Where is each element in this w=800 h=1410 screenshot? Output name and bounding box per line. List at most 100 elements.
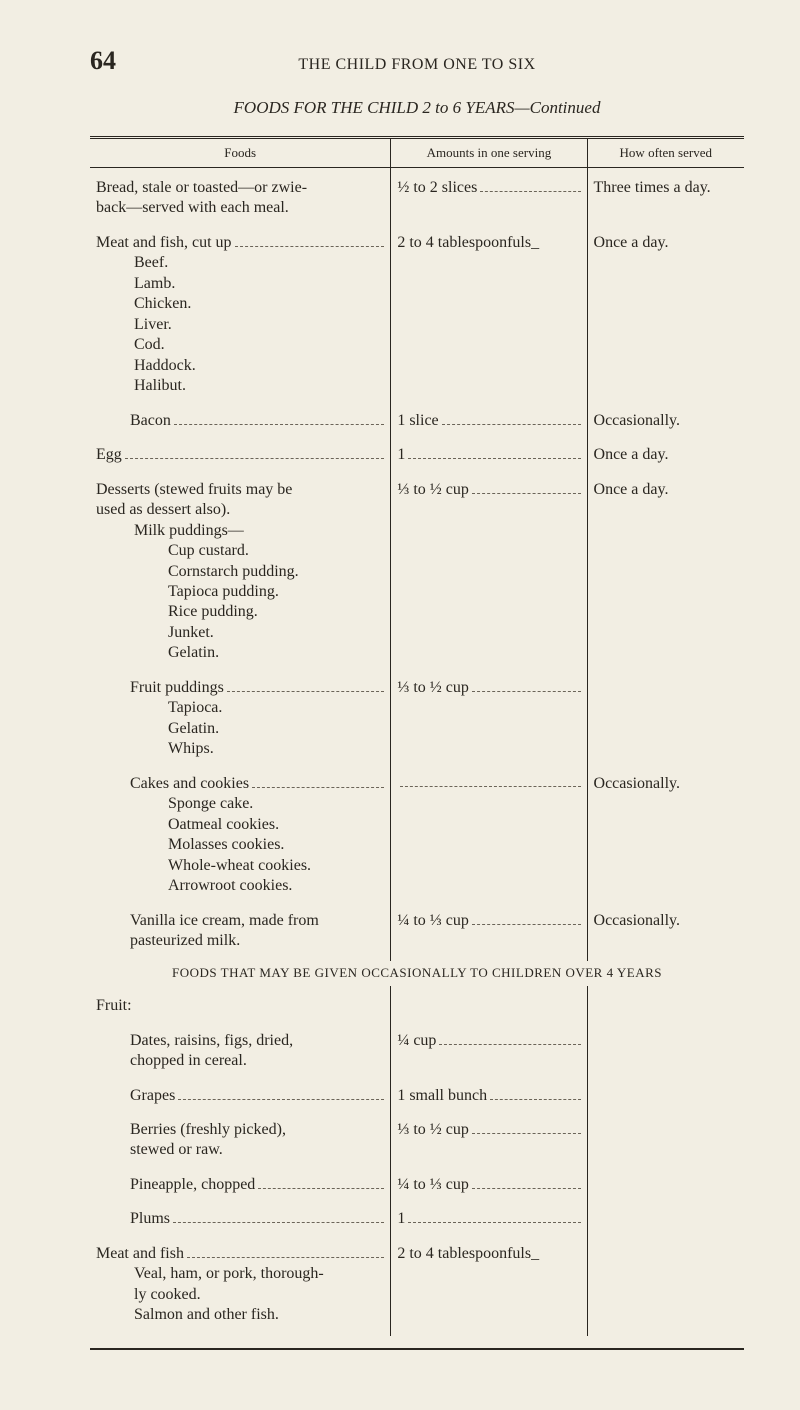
sub-item: Sponge cake. [96, 794, 384, 814]
amount-text: 1 slice [397, 411, 438, 431]
frequency-cell [587, 992, 744, 1020]
frequency-text: Occasionally. [594, 911, 680, 931]
table-row: Dates, raisins, figs, dried, chopped in … [90, 1027, 744, 1076]
sub-item: Arrowroot cookies. [96, 876, 384, 896]
bottom-rule [90, 1348, 744, 1350]
frequency-cell: Occasionally. [587, 907, 744, 956]
frequency-cell [587, 1205, 744, 1233]
amount-cell [391, 992, 587, 1020]
sub-item: Haddock. [96, 356, 384, 376]
food-text: Pineapple, chopped [130, 1175, 255, 1195]
food-text: Meat and fish [96, 1244, 184, 1264]
table-row: Fruit: [90, 992, 744, 1020]
leader-dashes [400, 774, 580, 787]
sub-item: Gelatin. [96, 719, 384, 739]
frequency-text: Occasionally. [594, 774, 680, 794]
leader-dashes [173, 1210, 384, 1223]
frequency-cell [587, 1240, 744, 1330]
food-text: Fruit puddings [130, 678, 224, 698]
leader-dashes [408, 446, 580, 459]
table-row: Plums 1 [90, 1205, 744, 1233]
leader-dashes [125, 446, 385, 459]
food-cell: Meat and fish, cut upBeef.Lamb.Chicken.L… [90, 229, 391, 401]
frequency-cell: Once a day. [587, 476, 744, 668]
sub-item: Whips. [96, 739, 384, 759]
sub-item: Cod. [96, 335, 384, 355]
amount-cell: 1 small bunch [391, 1082, 587, 1110]
amount-text: ⅓ to ½ cup [397, 1120, 469, 1140]
col-header-how-often: How often served [587, 139, 744, 168]
page: 64 THE CHILD FROM ONE TO SIX FOODS FOR T… [0, 0, 800, 1410]
food-cell: Fruit puddingsTapioca.Gelatin.Whips. [90, 674, 391, 764]
amount-cell: ¼ to ⅓ cup [391, 1171, 587, 1199]
leader-dashes [408, 1210, 580, 1223]
row-spacer [90, 1330, 744, 1336]
leader-dashes [252, 775, 384, 788]
leader-dashes [258, 1176, 384, 1189]
amount-cell: ¼ cup [391, 1027, 587, 1076]
amount-text: ¼ cup [397, 1031, 436, 1051]
table-row: Bacon 1 slice Occasionally. [90, 407, 744, 435]
table-title: FOODS FOR THE CHILD 2 to 6 YEARS—Continu… [90, 98, 744, 118]
foods-table: Foods Amounts in one serving How often s… [90, 139, 744, 1336]
food-cell: Bacon [90, 407, 391, 435]
table-row: Bread, stale or toasted—or zwie- back—se… [90, 174, 744, 223]
table-row: Meat and fishVeal, ham, or pork, thoroug… [90, 1240, 744, 1330]
frequency-text: Once a day. [594, 480, 669, 500]
sub-item: Chicken. [96, 294, 384, 314]
sub-item: Rice pudding. [96, 602, 384, 622]
table-row: Fruit puddingsTapioca.Gelatin.Whips. ⅓ to… [90, 674, 744, 764]
amount-text: 2 to 4 tablespoonfuls_ [397, 233, 539, 253]
col-header-amounts: Amounts in one serving [391, 139, 587, 168]
page-number: 64 [90, 46, 150, 76]
amount-text: ⅓ to ½ cup [397, 678, 469, 698]
amount-cell: 2 to 4 tablespoonfuls_ [391, 1240, 587, 1330]
frequency-cell: Occasionally. [587, 770, 744, 901]
frequency-cell [587, 1082, 744, 1110]
food-cell: Cakes and cookiesSponge cake.Oatmeal coo… [90, 770, 391, 901]
leader-dashes [472, 912, 581, 925]
leader-dashes [227, 679, 385, 692]
food-text: Bacon [130, 411, 171, 431]
table-row: Desserts (stewed fruits may be used as d… [90, 476, 744, 668]
frequency-text: Occasionally. [594, 411, 680, 431]
sub-item: Liver. [96, 315, 384, 335]
section-heading-row: FOODS THAT MAY BE GIVEN OCCASIONALLY TO … [90, 961, 744, 986]
food-cell: Dates, raisins, figs, dried, chopped in … [90, 1027, 391, 1076]
frequency-cell [587, 1171, 744, 1199]
leader-dashes [472, 1176, 581, 1189]
food-cell: Pineapple, chopped [90, 1171, 391, 1199]
amount-cell: ⅓ to ½ cup [391, 674, 587, 764]
frequency-cell [587, 674, 744, 764]
sub-item: Lamb. [96, 274, 384, 294]
table-row: Meat and fish, cut upBeef.Lamb.Chicken.L… [90, 229, 744, 401]
food-text: Egg [96, 445, 122, 465]
amount-text: ¼ to ⅓ cup [397, 911, 469, 931]
amount-text: ⅓ to ½ cup [397, 480, 469, 500]
amount-cell: ¼ to ⅓ cup [391, 907, 587, 956]
sub-item: Halibut. [96, 376, 384, 396]
frequency-text: Once a day. [594, 445, 669, 465]
sub-item: Cup custard. [96, 541, 384, 561]
table-row: Egg 1 Once a day. [90, 441, 744, 469]
leader-dashes [178, 1087, 384, 1100]
food-cell: Plums [90, 1205, 391, 1233]
amount-text: 1 [397, 445, 405, 465]
sub-item: Tapioca. [96, 698, 384, 718]
leader-dashes [187, 1245, 384, 1258]
col-header-foods: Foods [90, 139, 391, 168]
running-title: THE CHILD FROM ONE TO SIX [150, 56, 744, 74]
sub-item: Veal, ham, or pork, thorough- ly cooked. [96, 1264, 384, 1305]
amount-cell: 1 [391, 1205, 587, 1233]
table-row: Vanilla ice cream, made from pasteurized… [90, 907, 744, 956]
food-text: Plums [130, 1209, 170, 1229]
leader-dashes [235, 234, 385, 247]
amount-cell: 1 [391, 441, 587, 469]
amount-text: 1 [397, 1209, 405, 1229]
frequency-cell [587, 1116, 744, 1165]
food-cell: Egg [90, 441, 391, 469]
leader-dashes [480, 179, 580, 192]
frequency-cell: Once a day. [587, 441, 744, 469]
table-header-row: Foods Amounts in one serving How often s… [90, 139, 744, 168]
running-head: 64 THE CHILD FROM ONE TO SIX [90, 46, 744, 76]
